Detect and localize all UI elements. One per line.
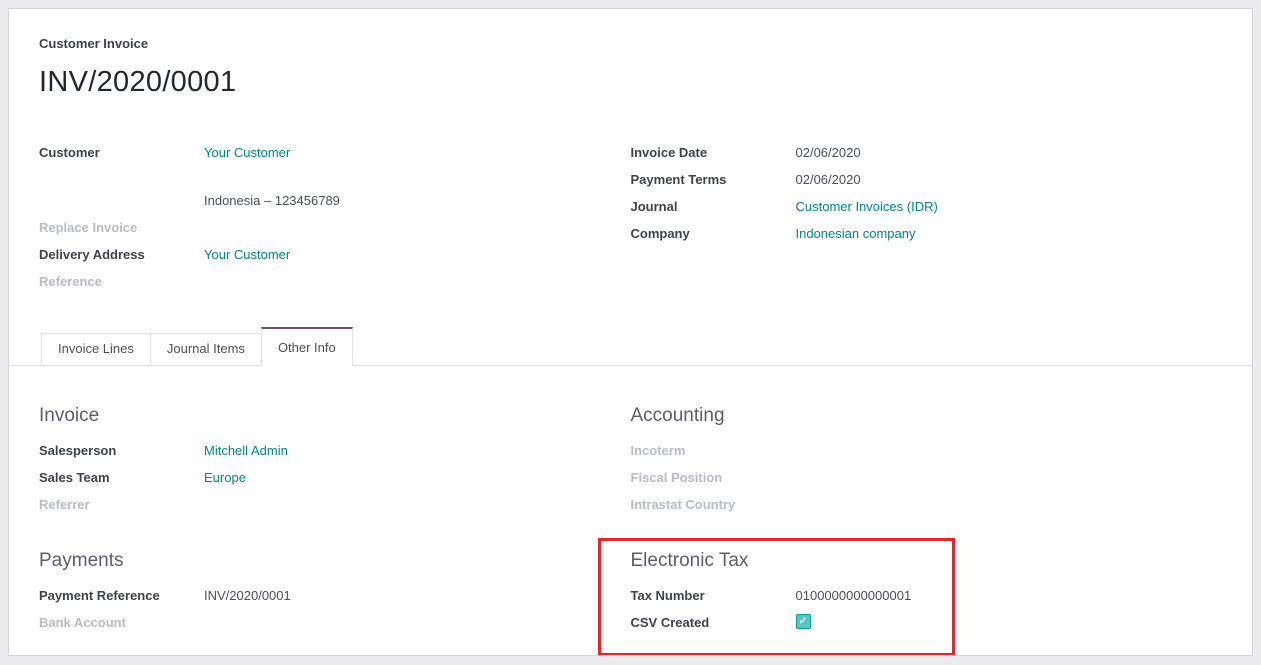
salesperson-label: Salesperson bbox=[39, 443, 117, 458]
payment-reference-label: Payment Reference bbox=[39, 588, 160, 603]
field-row-customer-address: Indonesia – 123456789 bbox=[39, 191, 631, 218]
field-row-delivery-address: Delivery Address Your Customer bbox=[39, 245, 631, 272]
notebook-tab-bar: Invoice Lines Journal Items Other Info bbox=[9, 327, 1252, 366]
csv-created-checkbox-checked[interactable]: ✓ bbox=[795, 614, 811, 629]
field-row-replace-invoice: Replace Invoice bbox=[39, 218, 631, 245]
section-payments: Payments Payment Reference INV/2020/0001… bbox=[39, 549, 631, 655]
field-row-payment-reference: Payment Reference INV/2020/0001 bbox=[39, 586, 631, 613]
fiscal-position-label: Fiscal Position bbox=[630, 470, 723, 485]
company-label: Company bbox=[630, 226, 690, 241]
bank-account-label: Bank Account bbox=[39, 615, 126, 630]
doc-type-label: Customer Invoice bbox=[39, 36, 149, 51]
reference-label: Reference bbox=[39, 274, 102, 289]
empty-label bbox=[39, 170, 204, 171]
csv-created-label: CSV Created bbox=[630, 615, 710, 630]
header-right-column: Invoice Date 02/06/2020 Payment Terms 02… bbox=[631, 143, 1223, 299]
journal-link[interactable]: Customer Invoices (IDR) bbox=[795, 199, 938, 214]
address-label-spacer bbox=[39, 191, 204, 192]
address-empty-line bbox=[39, 170, 631, 191]
invoice-date-value: 02/06/2020 bbox=[795, 145, 861, 160]
electronic-tax-section-heading: Electronic Tax bbox=[630, 550, 749, 571]
accounting-section-heading: Accounting bbox=[630, 405, 725, 426]
field-row-reference: Reference bbox=[39, 272, 631, 299]
payment-terms-label: Payment Terms bbox=[630, 172, 727, 187]
invoice-section-heading: Invoice bbox=[39, 405, 100, 426]
journal-label: Journal bbox=[630, 199, 678, 214]
invoice-date-label: Invoice Date bbox=[630, 145, 708, 160]
tab-other-info[interactable]: Other Info bbox=[260, 327, 353, 366]
section-electronic-tax-wrapper: Electronic Tax Tax Number 01000000000000… bbox=[597, 538, 1223, 655]
invoice-form-sheet: Customer Invoice INV/2020/0001 Customer … bbox=[8, 8, 1253, 656]
field-row-bank-account: Bank Account bbox=[39, 613, 631, 640]
tab-invoice-lines[interactable]: Invoice Lines bbox=[41, 333, 151, 365]
field-row-referrer: Referrer bbox=[39, 495, 631, 522]
header-left-column: Customer Your Customer Indonesia – 12345… bbox=[39, 143, 631, 299]
tab-journal-items[interactable]: Journal Items bbox=[149, 333, 262, 365]
field-row-company: Company Indonesian company bbox=[631, 224, 1223, 251]
field-row-journal: Journal Customer Invoices (IDR) bbox=[631, 197, 1223, 224]
payment-reference-value: INV/2020/0001 bbox=[204, 588, 291, 603]
field-row-sales-team: Sales Team Europe bbox=[39, 468, 631, 495]
tax-number-value: 0100000000000001 bbox=[795, 588, 912, 603]
field-row-incoterm: Incoterm bbox=[631, 441, 1223, 468]
section-invoice: Invoice Salesperson Mitchell Admin Sales… bbox=[39, 404, 631, 522]
customer-link[interactable]: Your Customer bbox=[204, 145, 291, 160]
field-row-csv-created: CSV Created ✓ bbox=[631, 613, 952, 640]
intrastat-country-label: Intrastat Country bbox=[630, 497, 736, 512]
field-row-tax-number: Tax Number 0100000000000001 bbox=[631, 586, 952, 613]
payment-terms-value: 02/06/2020 bbox=[795, 172, 861, 187]
payments-section-heading: Payments bbox=[39, 550, 124, 571]
referrer-label: Referrer bbox=[39, 497, 90, 512]
red-annotation-box: Electronic Tax Tax Number 01000000000000… bbox=[597, 538, 955, 655]
field-row-fiscal-position: Fiscal Position bbox=[631, 468, 1223, 495]
field-row-customer: Customer Your Customer bbox=[39, 143, 631, 170]
sales-team-label: Sales Team bbox=[39, 470, 110, 485]
invoice-number-title: INV/2020/0001 bbox=[39, 66, 237, 98]
customer-country-tax-id: Indonesia – 123456789 bbox=[204, 193, 340, 208]
other-info-sections-row-1: Invoice Salesperson Mitchell Admin Sales… bbox=[39, 404, 1222, 522]
section-accounting: Accounting Incoterm Fiscal Position Intr… bbox=[631, 404, 1223, 522]
header-fields: Customer Your Customer Indonesia – 12345… bbox=[39, 143, 1222, 299]
field-row-salesperson: Salesperson Mitchell Admin bbox=[39, 441, 631, 468]
company-link[interactable]: Indonesian company bbox=[795, 226, 916, 241]
customer-label: Customer bbox=[39, 145, 100, 160]
field-row-invoice-date: Invoice Date 02/06/2020 bbox=[631, 143, 1223, 170]
field-row-intrastat-country: Intrastat Country bbox=[631, 495, 1223, 522]
other-info-sections-row-2: Payments Payment Reference INV/2020/0001… bbox=[39, 538, 1223, 655]
replace-invoice-label: Replace Invoice bbox=[39, 220, 138, 235]
salesperson-link[interactable]: Mitchell Admin bbox=[204, 443, 288, 458]
tax-number-label: Tax Number bbox=[630, 588, 705, 603]
delivery-address-label: Delivery Address bbox=[39, 247, 145, 262]
sales-team-link[interactable]: Europe bbox=[204, 470, 246, 485]
field-row-payment-terms: Payment Terms 02/06/2020 bbox=[631, 170, 1223, 197]
delivery-address-link[interactable]: Your Customer bbox=[204, 247, 291, 262]
incoterm-label: Incoterm bbox=[630, 443, 686, 458]
